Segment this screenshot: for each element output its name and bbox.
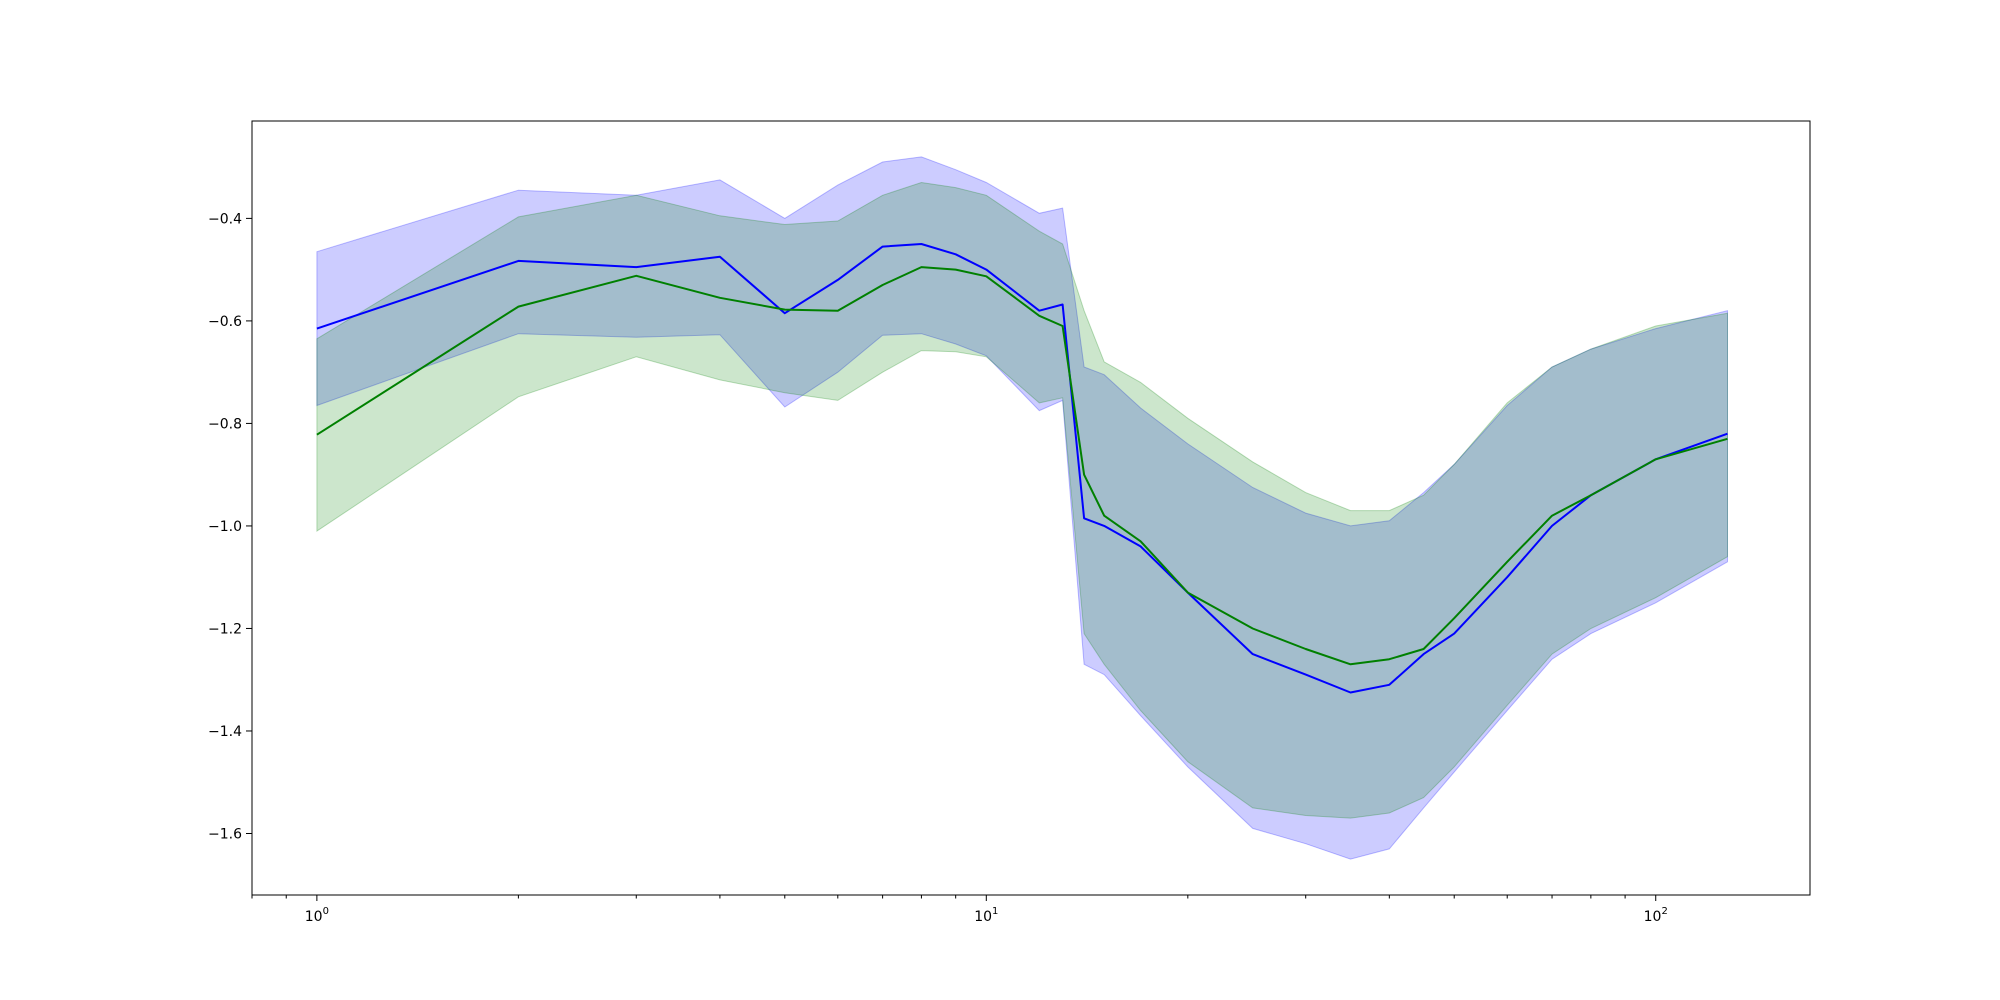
- y-tick-label: −1.0: [208, 519, 242, 535]
- y-tick-label: −0.4: [208, 211, 242, 227]
- x-tick-label: 101: [974, 906, 998, 925]
- y-tick-label: −0.8: [208, 416, 242, 432]
- plot-frame: [251, 120, 1811, 896]
- y-tick-label: −1.2: [208, 621, 242, 637]
- confidence-bands: [316, 156, 1728, 860]
- y-tick-label: −1.4: [208, 724, 242, 740]
- x-tick-label: 100: [305, 906, 329, 925]
- series-1-band: [316, 181, 1728, 819]
- y-tick-label: −1.6: [208, 826, 242, 842]
- series-lines: [316, 243, 1728, 694]
- x-axis: 100 101 102: [251, 895, 1668, 925]
- series-0-band: [316, 156, 1728, 860]
- y-tick-label: −0.6: [208, 314, 242, 330]
- series-1-line: [316, 266, 1728, 666]
- y-axis: −0.4 −0.6 −0.8 −1.0 −1.2 −1.4 −1.6: [208, 211, 252, 842]
- series-0-line: [316, 243, 1728, 694]
- x-tick-label: 102: [1644, 906, 1668, 925]
